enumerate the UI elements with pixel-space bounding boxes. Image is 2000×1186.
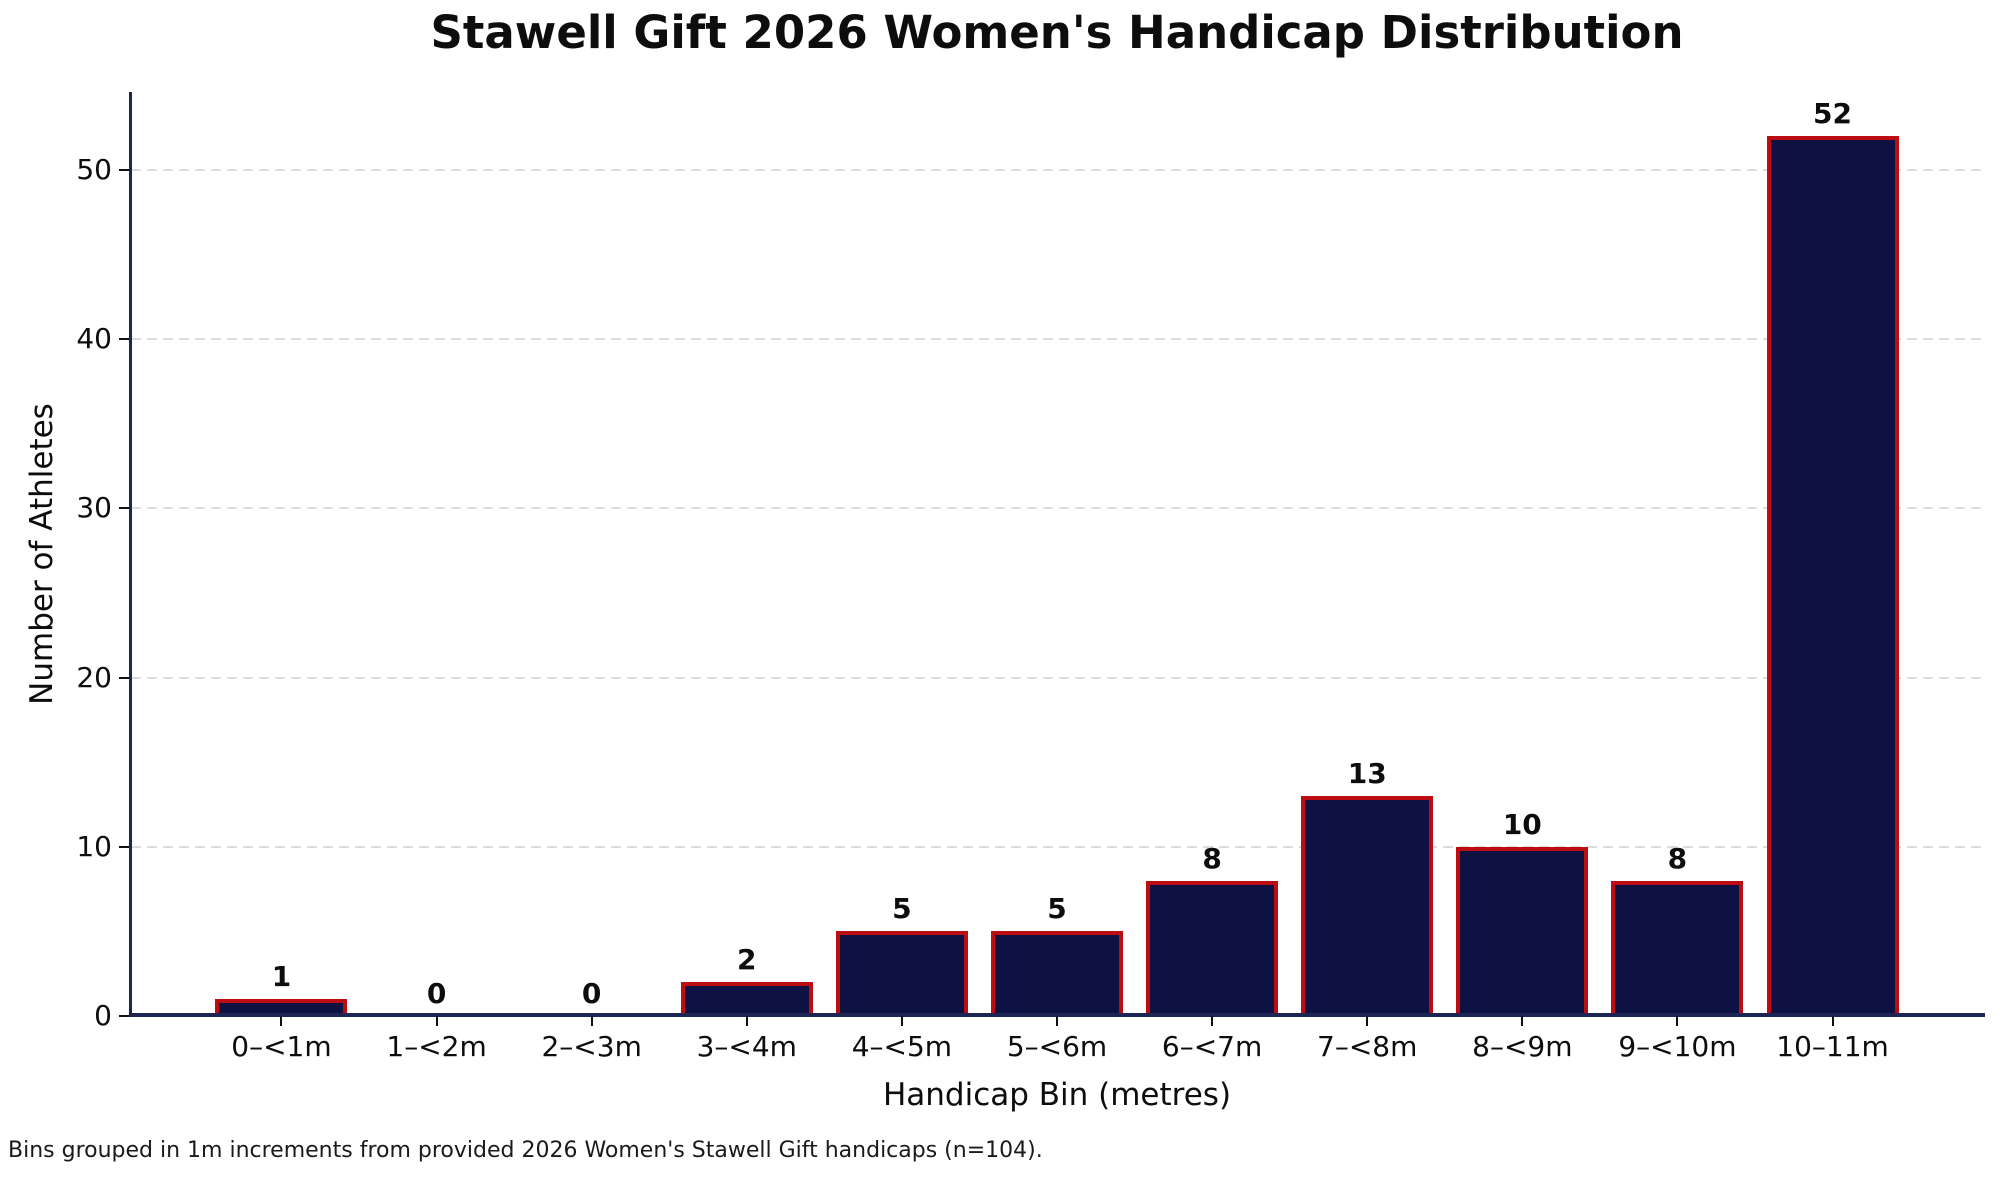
y-tick-label-40: 40 bbox=[76, 322, 112, 356]
x-tick-mark-5–<6m bbox=[1056, 1016, 1058, 1026]
x-tick-label-7–<8m: 7–<8m bbox=[1317, 1030, 1418, 1063]
y-tick-mark-30 bbox=[119, 507, 129, 510]
x-tick-label-2–<3m: 2–<3m bbox=[541, 1030, 642, 1063]
x-tick-label-6–<7m: 6–<7m bbox=[1161, 1030, 1263, 1063]
x-tick-mark-8–<9m bbox=[1521, 1016, 1524, 1026]
bar-8–<9m bbox=[1456, 847, 1588, 1016]
y-axis-spine bbox=[129, 92, 132, 1016]
gridline-20 bbox=[131, 676, 1983, 679]
chart-title: Stawell Gift 2026 Women's Handicap Distr… bbox=[430, 6, 1684, 59]
x-tick-mark-9–<10m bbox=[1676, 1016, 1679, 1026]
bar-7–<8m bbox=[1301, 796, 1433, 1016]
bar-value-label-3–<4m: 2 bbox=[737, 943, 757, 976]
bar-10–11m bbox=[1767, 136, 1899, 1016]
y-tick-mark-10 bbox=[119, 845, 129, 848]
gridline-30 bbox=[131, 507, 1983, 510]
bar-value-label-6–<7m: 8 bbox=[1202, 842, 1222, 875]
y-tick-mark-50 bbox=[119, 168, 129, 171]
bar-value-label-1–<2m: 0 bbox=[426, 977, 447, 1010]
bar-value-label-7–<8m: 13 bbox=[1347, 757, 1387, 790]
bar-value-label-8–<9m: 10 bbox=[1502, 808, 1542, 841]
x-tick-label-10–11m: 10–11m bbox=[1776, 1030, 1889, 1063]
gridline-50 bbox=[131, 168, 1983, 171]
bar-9–<10m bbox=[1611, 881, 1743, 1016]
plot-area bbox=[131, 92, 1983, 1016]
y-tick-label-20: 20 bbox=[76, 660, 112, 694]
bar-value-label-10–11m: 52 bbox=[1813, 97, 1853, 130]
x-tick-mark-3–<4m bbox=[745, 1016, 748, 1026]
x-tick-label-5–<6m: 5–<6m bbox=[1006, 1030, 1108, 1063]
x-tick-mark-0–<1m bbox=[280, 1016, 283, 1026]
bar-value-label-9–<10m: 8 bbox=[1667, 842, 1688, 875]
bar-0–<1m bbox=[215, 999, 347, 1016]
x-tick-label-1–<2m: 1–<2m bbox=[386, 1030, 487, 1063]
y-tick-label-0: 0 bbox=[94, 999, 112, 1032]
y-tick-label-30: 30 bbox=[76, 491, 112, 525]
x-tick-label-8–<9m: 8–<9m bbox=[1472, 1030, 1573, 1063]
y-tick-mark-40 bbox=[119, 338, 129, 341]
x-axis-spine bbox=[129, 1013, 1985, 1017]
x-tick-label-0–<1m: 0–<1m bbox=[231, 1030, 332, 1063]
x-tick-label-4–<5m: 4–<5m bbox=[851, 1030, 953, 1063]
x-tick-label-9–<10m: 9–<10m bbox=[1618, 1030, 1737, 1063]
gridline-10 bbox=[131, 845, 1983, 848]
x-axis-label: Handicap Bin (metres) bbox=[882, 1077, 1232, 1113]
y-tick-label-50: 50 bbox=[76, 152, 112, 186]
y-tick-mark-20 bbox=[119, 676, 129, 679]
x-tick-mark-10–11m bbox=[1831, 1016, 1834, 1026]
x-tick-mark-7–<8m bbox=[1366, 1016, 1369, 1026]
bar-6–<7m bbox=[1146, 881, 1278, 1016]
y-tick-label-10: 10 bbox=[76, 829, 112, 863]
bar-5–<6m bbox=[991, 931, 1123, 1016]
bar-value-label-0–<1m: 1 bbox=[271, 960, 292, 993]
x-tick-mark-2–<3m bbox=[590, 1016, 593, 1026]
bar-value-label-2–<3m: 0 bbox=[581, 977, 602, 1010]
bar-value-label-5–<6m: 5 bbox=[1047, 892, 1067, 925]
x-tick-mark-4–<5m bbox=[900, 1016, 903, 1026]
bar-value-label-4–<5m: 5 bbox=[892, 892, 912, 925]
y-tick-mark-0 bbox=[119, 1015, 129, 1017]
bar-3–<4m bbox=[681, 982, 813, 1016]
x-tick-label-3–<4m: 3–<4m bbox=[696, 1030, 797, 1063]
gridline-40 bbox=[131, 338, 1983, 341]
x-tick-mark-6–<7m bbox=[1211, 1016, 1214, 1026]
bar-4–<5m bbox=[836, 931, 968, 1016]
footnote: Bins grouped in 1m increments from provi… bbox=[8, 1138, 1043, 1163]
x-tick-mark-1–<2m bbox=[435, 1016, 438, 1026]
